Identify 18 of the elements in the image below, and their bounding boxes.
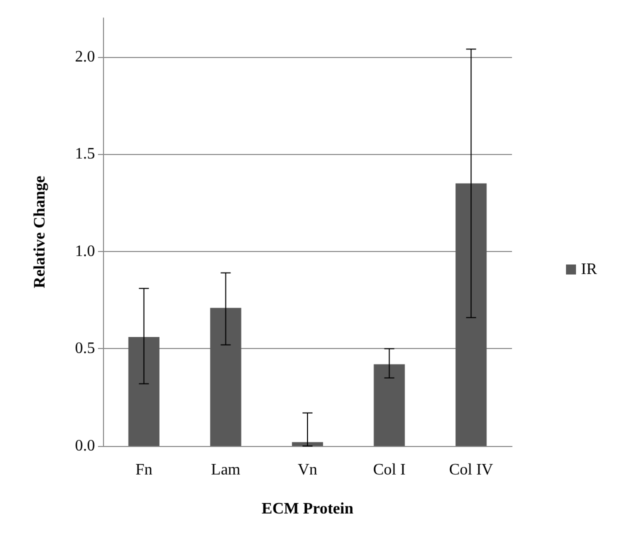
x-tick-label: Vn [298,462,318,478]
y-tick-label: 2.0 [75,48,95,66]
x-tick-label: Fn [135,462,152,478]
x-tick-label: Col IV [449,462,494,478]
x-tick-label: Lam [211,462,241,478]
y-tick-label: 0.5 [75,340,95,358]
y-tick-label: 0.0 [75,438,95,454]
y-tick-label: 1.0 [75,242,95,260]
bar [374,364,405,446]
legend-label: IR [581,261,598,278]
y-axis-title: Relative Change [32,176,48,288]
bar [292,442,324,446]
x-tick-label: Col I [373,462,406,478]
x-axis-title: ECM Protein [262,500,354,518]
bar [210,308,242,446]
bar [128,337,160,446]
bar [456,183,487,446]
y-tick-label: 1.5 [75,146,95,163]
